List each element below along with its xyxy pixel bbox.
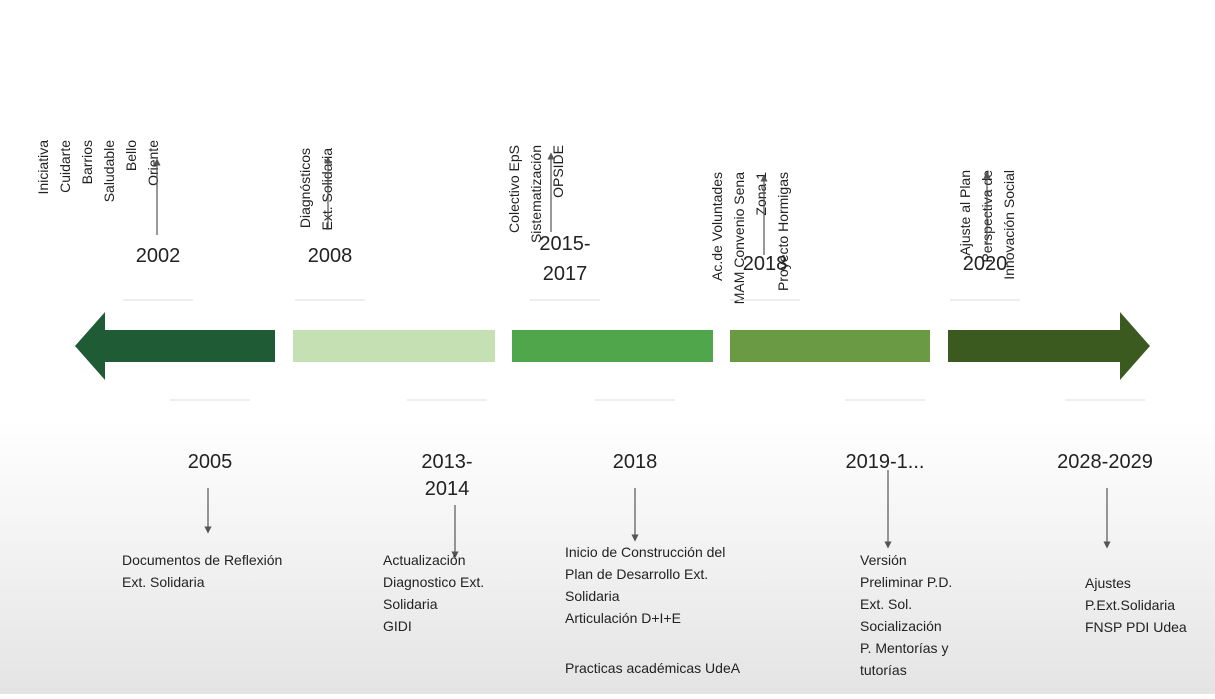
- event-label: Practicas académicas UdeA: [565, 660, 741, 676]
- event-label: OPSIDE: [550, 145, 566, 198]
- event-label: Ext. Solidaria: [122, 574, 205, 590]
- event-label: Cuidarte: [57, 140, 73, 193]
- event-label: Solidaria: [383, 596, 438, 612]
- event-label: Zona 1: [753, 172, 769, 216]
- year: 2017: [543, 263, 588, 285]
- event-label: Diagnostico Ext.: [383, 574, 484, 590]
- event-label: Ext. Sol.: [860, 596, 912, 612]
- event-label: Ajustes: [1085, 575, 1131, 591]
- year: 2028-2029: [1057, 451, 1153, 473]
- arrow-segment: [730, 330, 930, 362]
- event-label: Articulación D+I+E: [565, 610, 681, 626]
- event-label: Oriente: [145, 140, 161, 186]
- event-label: Versión: [860, 552, 907, 568]
- year: 2015-: [539, 233, 590, 255]
- event-label: FNSP PDI Udea: [1085, 619, 1187, 635]
- event-label: Solidaria: [565, 588, 620, 604]
- year: 2014: [425, 478, 470, 500]
- event-label: Colectivo EpS: [506, 145, 522, 233]
- event-label: Actualización: [383, 552, 466, 568]
- event-label: MAM Convenio Sena: [731, 172, 747, 305]
- event-label: Bello: [123, 140, 139, 171]
- event-label: Barrios: [79, 140, 95, 184]
- year: 2002: [136, 245, 181, 267]
- year: 2018: [743, 253, 788, 275]
- year: 2019-1...: [846, 451, 925, 473]
- event-label: P.Ext.Solidaria: [1085, 597, 1175, 613]
- arrow-segment: [293, 330, 495, 362]
- event-label: Proyecto Hormigas: [775, 172, 791, 291]
- arrow-left-segment: [75, 312, 275, 380]
- year: 2018: [613, 451, 658, 473]
- event-label: Innovación Social: [1001, 170, 1017, 280]
- event-label: Inicio de Construcción del: [565, 544, 725, 560]
- event-label: Ac.de Voluntades: [709, 172, 725, 281]
- event-label: Saludable: [101, 140, 117, 202]
- event-label: Sistematización: [528, 145, 544, 243]
- year: 2005: [188, 451, 233, 473]
- year: 2013-: [421, 451, 472, 473]
- arrow-right-segment: [948, 312, 1150, 380]
- event-label: Socialización: [860, 618, 942, 634]
- event-label: tutorías: [860, 662, 907, 678]
- year: 2008: [308, 245, 353, 267]
- bottom-band: [0, 420, 1215, 694]
- event-label: Preliminar P.D.: [860, 574, 952, 590]
- year: 2020: [963, 253, 1008, 275]
- event-label: Ajuste al Plan: [957, 170, 973, 256]
- event-label: Plan de Desarrollo Ext.: [565, 566, 708, 582]
- event-label: P. Mentorías y: [860, 640, 948, 656]
- arrow-segment: [512, 330, 713, 362]
- event-label: Documentos de Reflexión: [122, 552, 282, 568]
- event-label: Diagnósticos: [297, 148, 313, 228]
- event-label: Ext. Solidaria: [319, 148, 335, 231]
- event-label: GIDI: [383, 618, 412, 634]
- event-label: Iniciativa: [35, 140, 51, 195]
